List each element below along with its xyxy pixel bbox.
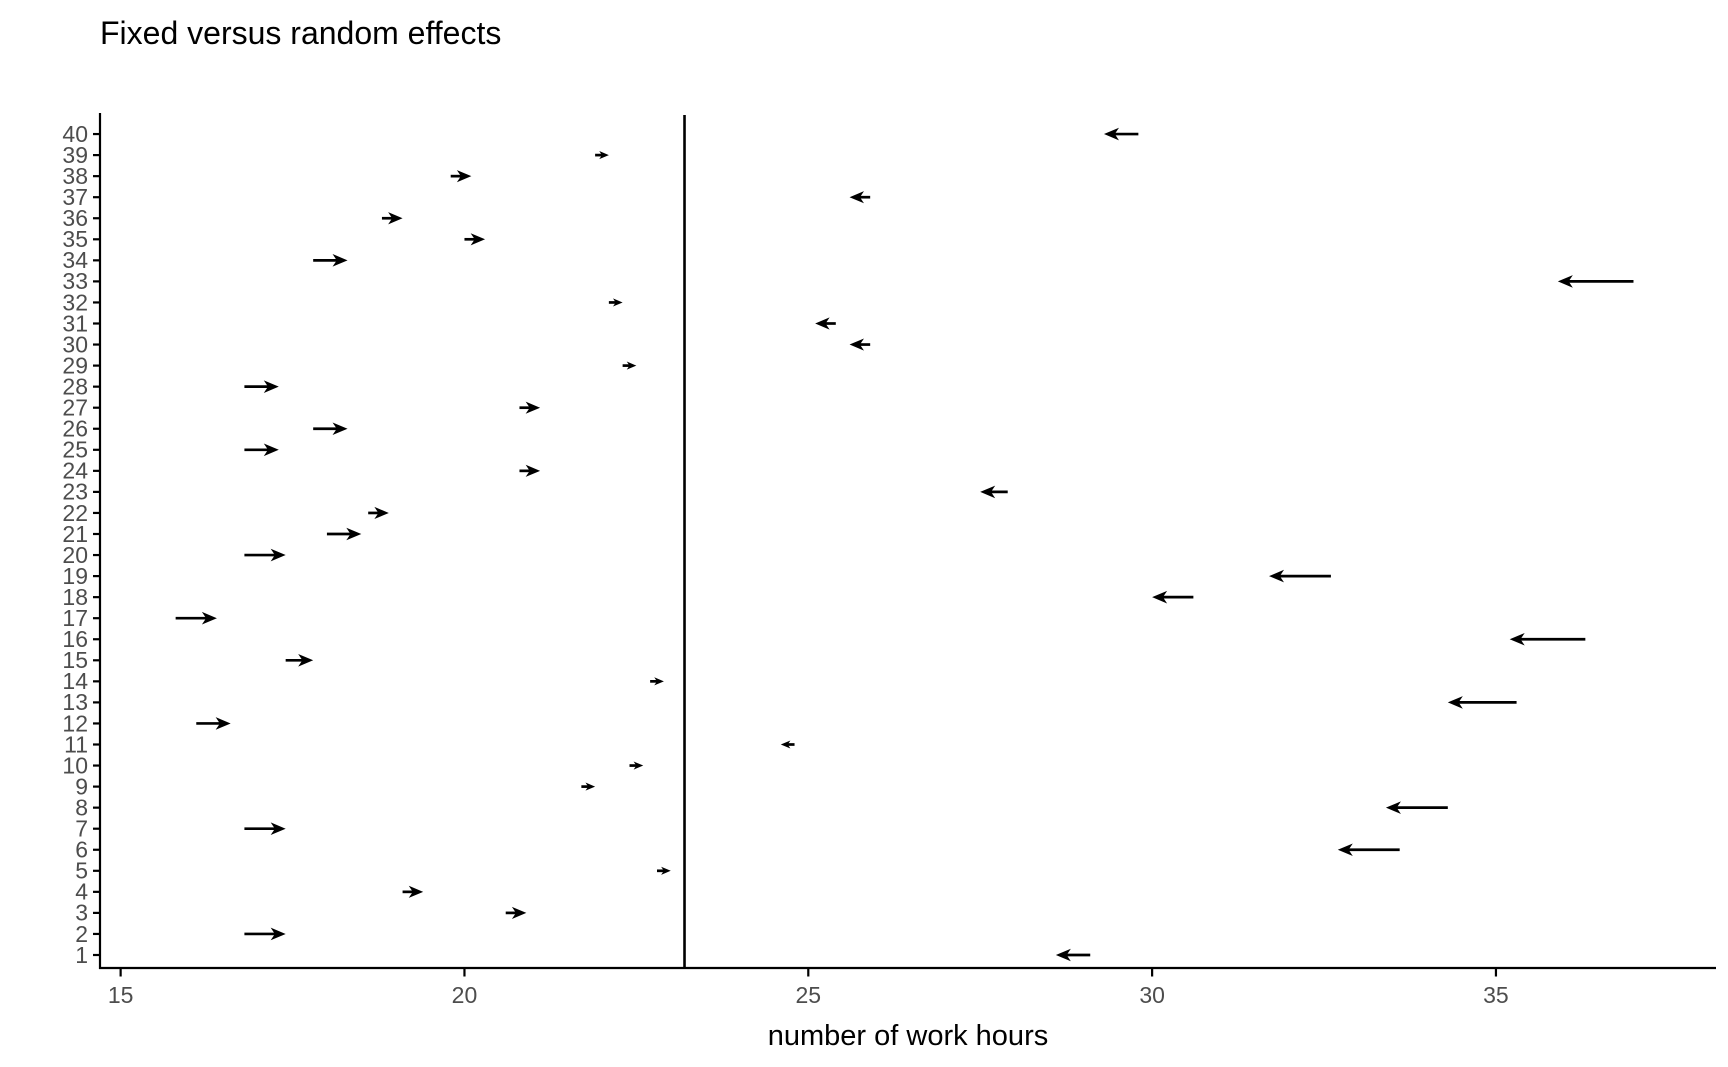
y-tick-label: 20 <box>62 542 88 568</box>
y-tick-label: 29 <box>62 352 88 378</box>
effect-arrow-head-row-1 <box>1055 948 1071 962</box>
y-tick-label: 14 <box>62 668 88 694</box>
y-tick-label: 2 <box>75 921 88 947</box>
effect-arrow-head-row-5 <box>661 866 671 875</box>
effect-arrow-head-row-25 <box>263 443 279 457</box>
y-tick-label: 40 <box>62 121 88 147</box>
effect-arrow-head-row-34 <box>332 254 348 267</box>
effect-arrow-head-row-28 <box>263 380 279 393</box>
effect-arrow-head-row-21 <box>346 527 362 541</box>
y-tick-label: 33 <box>62 268 88 294</box>
y-tick-label: 19 <box>62 563 88 589</box>
y-tick-label: 4 <box>75 879 88 905</box>
x-tick-label: 15 <box>108 982 134 1008</box>
y-tick-label: 23 <box>62 479 88 505</box>
effect-arrow-head-row-33 <box>1557 275 1573 288</box>
y-tick-label: 15 <box>62 647 88 673</box>
y-tick-label: 7 <box>75 816 88 842</box>
plot-panel: 15 20 25 30 35123456789101112131415161718192… <box>62 113 1716 1008</box>
effect-arrow-head-row-24 <box>525 464 541 477</box>
effect-arrow-head-row-26 <box>332 422 348 436</box>
y-tick-label: 25 <box>62 437 88 463</box>
effect-arrow-head-row-16 <box>1509 632 1525 646</box>
effect-arrow-head-row-23 <box>980 485 996 499</box>
y-tick-label: 16 <box>62 626 88 652</box>
y-tick-label: 3 <box>75 900 88 926</box>
effect-arrow-head-row-7 <box>270 822 286 835</box>
effect-arrow-head-row-29 <box>626 361 637 370</box>
effect-arrow-head-row-22 <box>374 506 389 520</box>
effect-arrow-head-row-35 <box>470 233 486 246</box>
effect-arrow-head-row-37 <box>849 191 864 204</box>
y-tick-label: 1 <box>75 942 88 968</box>
y-tick-label: 39 <box>62 142 88 168</box>
y-tick-label: 37 <box>62 184 88 210</box>
y-tick-label: 10 <box>62 752 88 778</box>
effect-arrow-head-row-15 <box>298 654 314 667</box>
x-tick-label: 20 <box>452 982 478 1008</box>
effect-arrow-head-row-17 <box>201 611 217 625</box>
y-tick-label: 12 <box>62 710 88 736</box>
x-tick-label: 35 <box>1483 982 1509 1008</box>
effect-arrow-head-row-31 <box>815 317 830 330</box>
effect-arrow-head-row-9 <box>585 782 596 791</box>
effect-arrow-head-row-32 <box>612 298 623 307</box>
y-tick-label: 9 <box>75 773 88 799</box>
y-tick-label: 31 <box>62 310 88 336</box>
x-tick-label: 25 <box>795 982 821 1008</box>
x-axis-title: number of work hours <box>768 1020 1048 1052</box>
effect-arrow-head-row-12 <box>215 717 231 730</box>
effect-arrow-head-row-13 <box>1447 696 1463 709</box>
effect-arrow-head-row-38 <box>456 170 472 183</box>
effect-arrow-head-row-39 <box>599 151 609 160</box>
effect-arrow-head-row-20 <box>270 548 286 562</box>
y-tick-label: 17 <box>62 605 88 631</box>
effect-arrow-head-row-4 <box>408 885 424 898</box>
effect-arrow-head-row-36 <box>388 212 403 225</box>
effect-arrow-head-row-8 <box>1385 801 1401 814</box>
y-tick-label: 38 <box>62 163 88 189</box>
effect-arrow-head-row-10 <box>633 761 644 770</box>
effect-arrow-head-row-14 <box>654 677 664 686</box>
y-tick-label: 32 <box>62 289 88 315</box>
effect-arrow-head-row-40 <box>1103 127 1119 141</box>
y-tick-label: 11 <box>64 731 88 757</box>
y-tick-label: 34 <box>62 247 88 273</box>
y-tick-label: 6 <box>75 837 88 863</box>
y-tick-label: 22 <box>62 500 88 526</box>
effect-arrow-head-row-30 <box>849 338 864 351</box>
y-tick-label: 26 <box>62 416 88 442</box>
y-tick-label: 5 <box>75 858 88 884</box>
y-tick-label: 13 <box>62 689 88 715</box>
y-tick-label: 8 <box>75 794 88 820</box>
effect-arrow-head-row-11 <box>780 740 791 749</box>
effect-arrow-head-row-18 <box>1152 590 1168 604</box>
effect-arrow-head-row-19 <box>1269 569 1285 583</box>
y-tick-label: 35 <box>62 226 88 252</box>
y-tick-label: 21 <box>62 521 88 547</box>
effect-arrow-head-row-2 <box>270 927 286 941</box>
y-tick-label: 30 <box>62 331 88 357</box>
x-tick-label: 30 <box>1139 982 1165 1008</box>
chart-title: Fixed versus random effects <box>100 15 501 51</box>
y-tick-label: 18 <box>62 584 88 610</box>
effect-arrow-head-row-6 <box>1337 843 1353 857</box>
effect-arrow-head-row-27 <box>525 401 541 414</box>
y-tick-label: 27 <box>62 395 88 421</box>
effect-arrow-head-row-3 <box>511 906 527 919</box>
y-tick-label: 36 <box>62 205 88 231</box>
y-tick-label: 28 <box>62 373 88 399</box>
y-tick-label: 24 <box>62 458 88 484</box>
